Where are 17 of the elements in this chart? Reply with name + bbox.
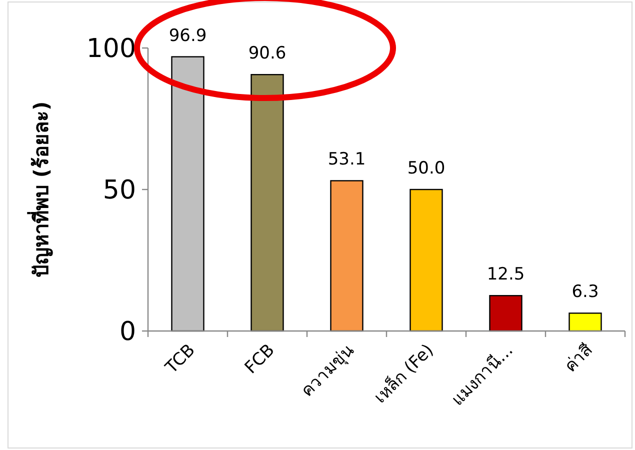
- bar: [489, 295, 522, 332]
- data-label: 96.9: [168, 26, 207, 46]
- data-label: 12.5: [486, 264, 525, 285]
- data-label: 53.1: [328, 150, 366, 170]
- bar: [330, 180, 364, 332]
- data-label: 6.3: [572, 282, 599, 302]
- data-label: 50.0: [407, 158, 446, 178]
- y-axis-title: ปัญหาที่พบ (ร้อยละ): [26, 101, 53, 278]
- bar: [410, 188, 443, 332]
- data-label: 90.6: [248, 44, 286, 64]
- bar: [250, 74, 284, 332]
- bar: [568, 312, 602, 332]
- x-tick-label: TCB: [161, 340, 200, 379]
- y-tick-label: 100: [86, 34, 136, 64]
- bar: [171, 56, 204, 332]
- y-tick-label: 0: [119, 317, 136, 347]
- y-tick-label: 50: [102, 176, 136, 206]
